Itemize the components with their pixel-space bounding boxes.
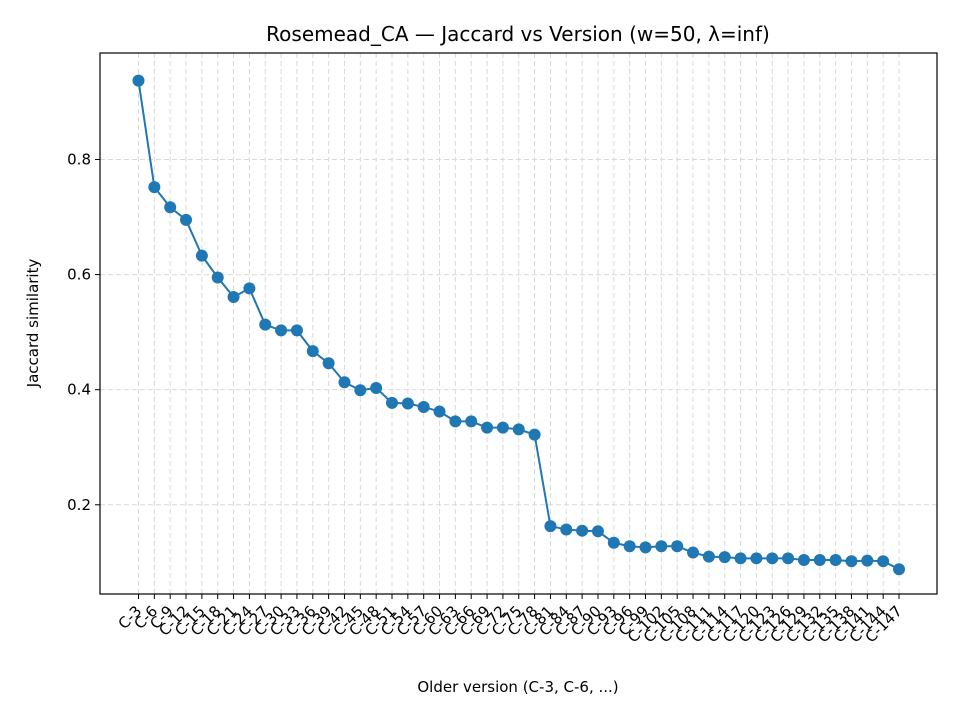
- y-tick-label: 0.2: [67, 496, 91, 514]
- data-point: [306, 345, 319, 358]
- data-point: [544, 520, 557, 533]
- y-tick-label: 0.4: [67, 381, 91, 399]
- data-point: [322, 357, 335, 370]
- data-point: [893, 563, 905, 576]
- y-axis-label: Jaccard similarity: [24, 259, 42, 389]
- chart-title: Rosemead_CA — Jaccard vs Version (w=50, …: [266, 22, 770, 46]
- data-point: [401, 397, 414, 410]
- data-point: [370, 381, 383, 394]
- data-point: [417, 400, 430, 413]
- data-point: [591, 525, 604, 538]
- data-point: [386, 396, 398, 409]
- data-point: [766, 552, 779, 565]
- y-tick-label: 0.8: [67, 150, 91, 168]
- data-point: [338, 376, 351, 389]
- data-point: [180, 213, 193, 226]
- data-point: [813, 554, 826, 567]
- series-layer: [132, 74, 905, 576]
- data-point: [481, 421, 494, 434]
- data-point: [718, 551, 731, 564]
- data-point: [687, 546, 700, 559]
- data-point: [750, 552, 763, 565]
- data-point: [639, 541, 652, 554]
- data-point: [877, 555, 890, 568]
- data-point: [861, 554, 874, 567]
- data-point: [734, 552, 747, 565]
- y-tick-label: 0.6: [67, 266, 91, 284]
- data-point: [164, 201, 177, 214]
- data-point: [433, 405, 446, 418]
- data-point: [148, 181, 161, 194]
- data-point: [528, 428, 541, 441]
- data-point: [275, 324, 288, 337]
- data-point: [354, 384, 367, 397]
- data-point: [797, 554, 810, 567]
- y-axis: 0.2 0.4 0.6 0.8: [67, 150, 100, 514]
- data-point: [845, 555, 858, 568]
- data-point: [655, 540, 668, 553]
- data-point: [132, 74, 145, 87]
- data-point: [227, 291, 240, 304]
- data-point: [512, 423, 525, 436]
- data-point: [671, 540, 684, 553]
- data-point: [290, 324, 303, 337]
- grid-layer: [100, 53, 937, 594]
- x-axis-label: Older version (C-3, C-6, ...): [417, 678, 618, 696]
- data-point: [560, 523, 573, 536]
- data-point: [465, 415, 478, 428]
- x-axis: C-3C-6C-9C-12C-15C-18C-21C-24C-27C-30C-3…: [115, 594, 906, 646]
- data-point: [829, 554, 842, 567]
- data-point: [607, 536, 620, 549]
- data-point: [259, 318, 272, 331]
- data-point: [702, 550, 715, 563]
- data-point: [449, 415, 462, 428]
- data-point: [243, 282, 256, 295]
- data-point: [195, 249, 208, 262]
- data-point: [576, 524, 589, 537]
- data-point: [782, 552, 795, 565]
- data-point: [211, 271, 224, 284]
- data-point: [496, 421, 509, 434]
- data-point: [623, 540, 636, 553]
